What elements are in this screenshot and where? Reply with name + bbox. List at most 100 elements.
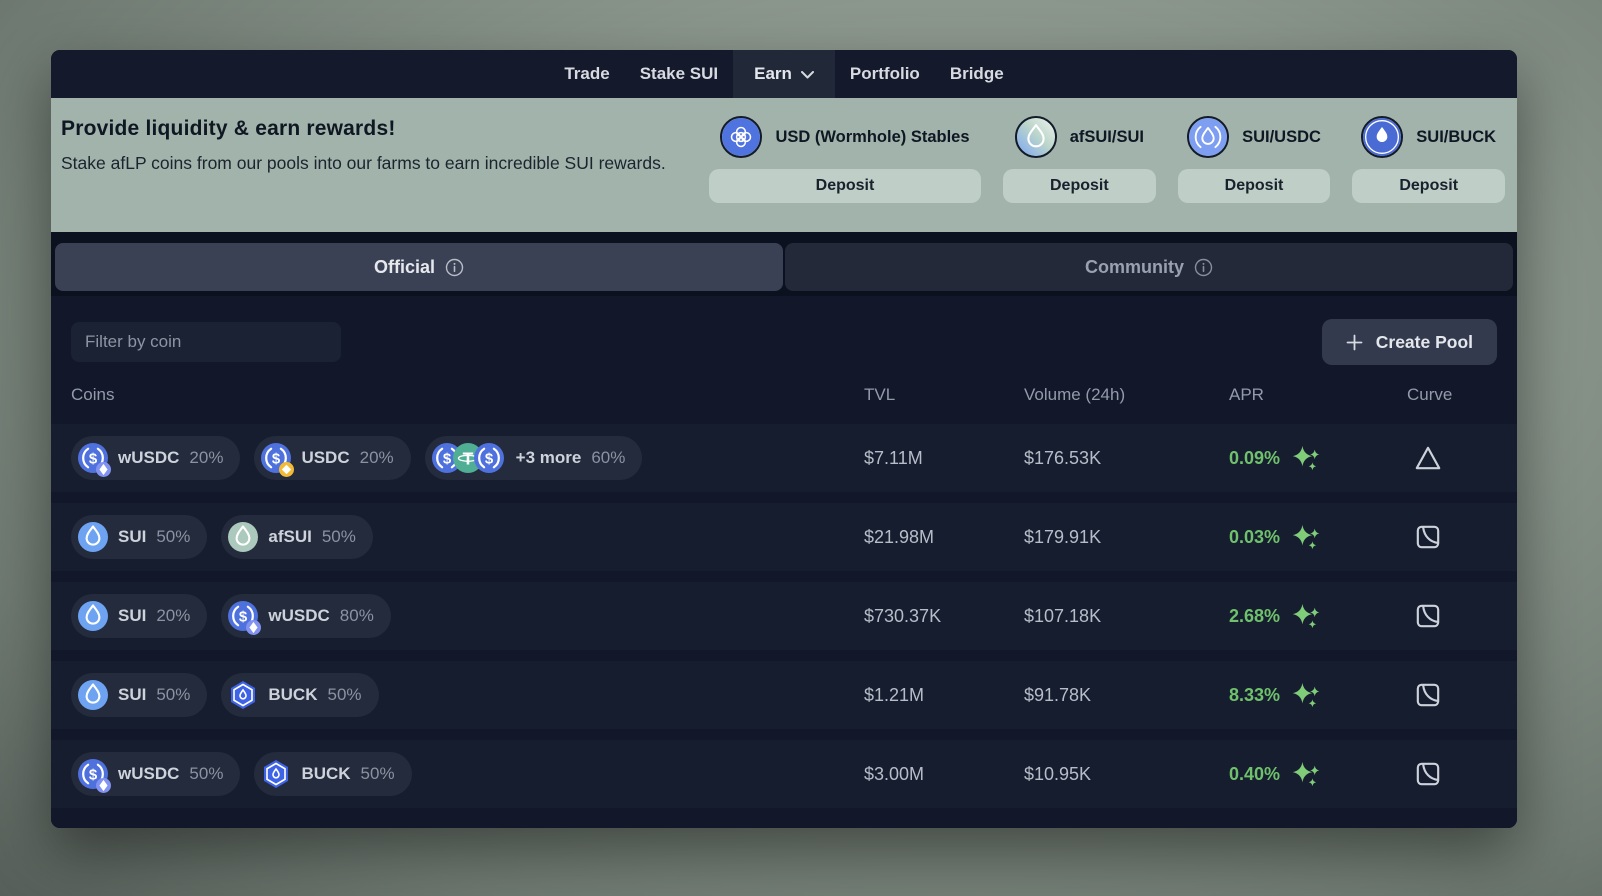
- coin-chip-wusdc: wUSDC 80%: [221, 594, 391, 638]
- pools-toolbar: Create Pool: [71, 318, 1497, 366]
- sparkles-icon: [1292, 682, 1320, 708]
- sui-icon: [78, 601, 108, 631]
- more-coins-label: +3 more: [515, 448, 582, 467]
- coin-symbol: wUSDC: [268, 606, 330, 625]
- coin-weight: 60%: [591, 448, 626, 467]
- coin-weight: 50%: [321, 527, 356, 546]
- sui-usdc-icon: [1187, 116, 1230, 158]
- tab-label: Community: [1085, 256, 1184, 277]
- farm-card-usd-wormhole-stables: USD (Wormhole) Stables Deposit: [709, 115, 981, 203]
- tab-community[interactable]: Community: [785, 243, 1513, 291]
- nav-item-earn[interactable]: Earn: [733, 50, 835, 98]
- sui-icon: [78, 522, 108, 552]
- create-pool-button[interactable]: Create Pool: [1321, 319, 1497, 365]
- volume-value: $91.78K: [1024, 684, 1092, 705]
- tvl-value: $730.37K: [864, 605, 942, 626]
- coin-symbol: SUI: [118, 606, 147, 625]
- coin-chip-sui: SUI 20%: [71, 594, 208, 638]
- volume-value: $176.53K: [1024, 447, 1102, 468]
- sparkles-icon: [1292, 603, 1320, 629]
- tab-label: Official: [373, 256, 435, 277]
- stable-curve-icon: [1416, 762, 1440, 786]
- table-row[interactable]: SUI 20% wUSDC 80% $730.37K: [51, 582, 1517, 650]
- volume-value: $107.18K: [1024, 605, 1102, 626]
- nav-item-stake-sui[interactable]: Stake SUI: [625, 50, 733, 98]
- stable-curve-icon: [1416, 683, 1440, 707]
- farm-card-sui-buck: SUI/BUCK Deposit: [1352, 115, 1506, 203]
- coin-chip-more: T +3 more 60%: [424, 436, 643, 480]
- tab-official[interactable]: Official: [55, 243, 783, 291]
- table-row[interactable]: SUI 50% afSUI 50% $21.98M $179.91K 0.03%: [51, 503, 1517, 571]
- stable-curve-icon: [1416, 604, 1440, 628]
- volume-value: $10.95K: [1024, 763, 1092, 784]
- create-pool-label: Create Pool: [1375, 331, 1473, 352]
- tabs-bar: Official Community: [51, 232, 1517, 296]
- banner-subtitle: Stake afLP coins from our pools into our…: [61, 153, 666, 173]
- volume-value: $179.91K: [1024, 526, 1102, 547]
- coin-weight: 50%: [156, 685, 191, 704]
- filter-by-coin-input[interactable]: [71, 322, 341, 362]
- banner-title: Provide liquidity & earn rewards!: [61, 117, 396, 140]
- coin-symbol: afSUI: [268, 527, 312, 546]
- info-icon[interactable]: [445, 258, 464, 277]
- info-icon[interactable]: [1194, 258, 1213, 277]
- deposit-button-sui-buck[interactable]: Deposit: [1352, 169, 1506, 203]
- uncorrelated-curve-icon: [1415, 446, 1441, 470]
- table-header: Coins TVL Volume (24h) APR Curve: [71, 366, 1497, 424]
- coin-symbol: wUSDC: [118, 764, 180, 783]
- column-header-apr: APR: [1229, 385, 1264, 404]
- coin-chip-wusdc: wUSDC 20%: [71, 436, 241, 480]
- pool-rows: wUSDC 20% USDC 20%: [51, 424, 1517, 808]
- coin-weight: 50%: [189, 764, 224, 783]
- tvl-value: $1.21M: [864, 684, 925, 705]
- coin-symbol: BUCK: [301, 764, 351, 783]
- deposit-button-usd-wormhole-stables[interactable]: Deposit: [709, 169, 981, 203]
- apr-value: 0.40%: [1229, 763, 1281, 784]
- nav-label: Portfolio: [849, 64, 920, 83]
- buck-icon: [228, 680, 258, 710]
- nav-item-bridge[interactable]: Bridge: [935, 50, 1019, 98]
- nav-item-trade[interactable]: Trade: [549, 50, 624, 98]
- usdc-icon: [228, 601, 262, 635]
- wormhole-stables-icon: [720, 116, 763, 158]
- nav-label: Bridge: [949, 64, 1004, 83]
- deposit-button-sui-usdc[interactable]: Deposit: [1177, 169, 1331, 203]
- coin-symbol: SUI: [118, 527, 147, 546]
- sparkles-icon: [1292, 445, 1320, 471]
- coin-weight: 50%: [360, 764, 395, 783]
- nav-item-portfolio[interactable]: Portfolio: [835, 50, 935, 98]
- nav-label: Trade: [564, 64, 610, 83]
- column-header-coins: Coins: [71, 385, 115, 404]
- sui-icon: [78, 680, 108, 710]
- tvl-value: $21.98M: [864, 526, 935, 547]
- farm-name: SUI/BUCK: [1416, 127, 1497, 146]
- usdc-icon: [261, 443, 295, 477]
- coin-weight: 20%: [156, 606, 191, 625]
- farm-cards: USD (Wormhole) Stables Deposit afSUI/SUI…: [709, 115, 1506, 203]
- usdc-icon: [78, 759, 111, 793]
- coin-symbol: SUI: [118, 685, 147, 704]
- column-header-curve: Curve: [1407, 385, 1453, 404]
- tvl-value: $3.00M: [864, 763, 925, 784]
- afsui-icon: [228, 522, 259, 552]
- svg-text:T: T: [462, 448, 473, 468]
- buck-icon: [261, 759, 291, 789]
- table-row[interactable]: wUSDC 20% USDC 20%: [51, 424, 1517, 492]
- table-row[interactable]: SUI 50% BUCK 50%: [51, 661, 1517, 729]
- stable-curve-icon: [1416, 525, 1440, 549]
- coin-symbol: BUCK: [268, 685, 318, 704]
- coin-chip-sui: SUI 50%: [71, 515, 208, 559]
- table-row[interactable]: wUSDC 50% BUCK 50%: [51, 740, 1517, 808]
- coin-weight: 80%: [339, 606, 374, 625]
- sui-buck-icon: [1361, 116, 1404, 158]
- sparkles-icon: [1292, 524, 1320, 550]
- eth-badge-icon: [246, 620, 262, 635]
- deposit-button-afsui-sui[interactable]: Deposit: [1003, 169, 1156, 203]
- apr-value: 8.33%: [1229, 684, 1281, 705]
- coin-weight: 20%: [189, 448, 224, 467]
- pools-panel: Create Pool Coins TVL Volume (24h) APR C…: [51, 296, 1517, 828]
- rewards-banner: Provide liquidity & earn rewards! Stake …: [51, 98, 1517, 232]
- eth-badge-icon: [96, 462, 111, 477]
- coin-weight: 20%: [359, 448, 394, 467]
- afsui-sui-icon: [1014, 116, 1057, 158]
